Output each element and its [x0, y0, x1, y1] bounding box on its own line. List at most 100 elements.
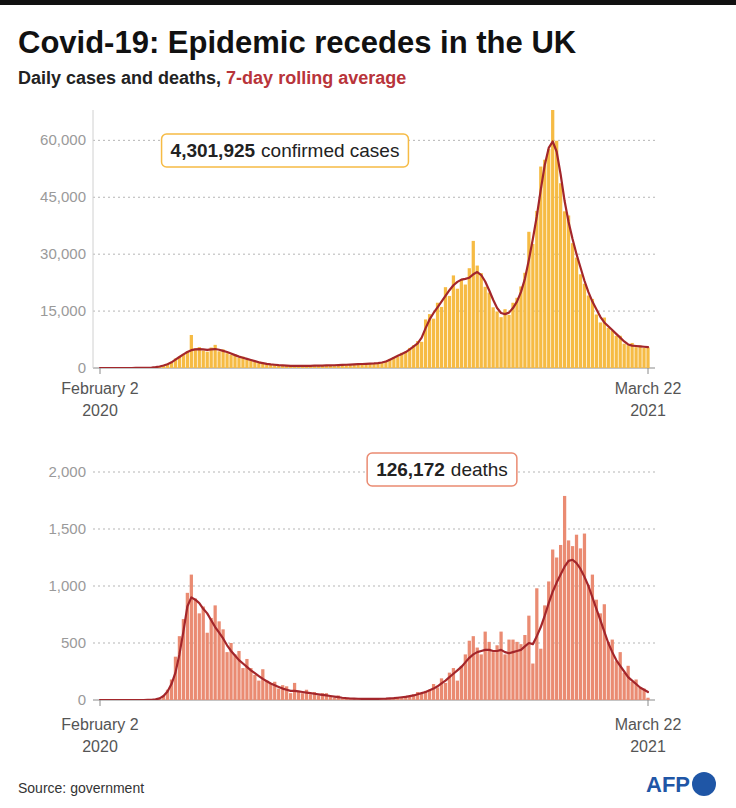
grid-line: [93, 254, 655, 255]
subtitle: Daily cases and deaths,7-day rolling ave…: [18, 68, 406, 88]
y-tick-label: 15,000: [40, 302, 86, 319]
y-axis-line: [93, 110, 94, 368]
bars: [110, 110, 649, 368]
figure: Covid-19: Epidemic recedes in the UK Dail…: [0, 0, 736, 808]
bar: [249, 668, 252, 700]
bar: [591, 299, 594, 368]
bar: [523, 273, 526, 368]
x-tick-label-line: February 2: [61, 380, 138, 397]
y-tick-label: 0: [78, 691, 86, 708]
subtitle-text: Daily cases and deaths,: [18, 68, 221, 88]
bar: [575, 535, 578, 700]
bar: [472, 241, 475, 368]
x-tick: [648, 700, 649, 706]
bar: [214, 605, 217, 700]
bar: [198, 347, 201, 368]
bar: [432, 319, 435, 368]
bar: [551, 110, 554, 368]
chart-0: 015,00030,00045,00060,000February 22020M…: [40, 110, 681, 419]
bar: [492, 307, 495, 368]
bar: [460, 666, 463, 700]
y-tick-label: 500: [61, 634, 86, 651]
bar: [412, 345, 415, 368]
bar: [619, 336, 622, 368]
bar: [495, 311, 498, 368]
y-tick-label: 1,500: [48, 520, 86, 537]
bar: [519, 286, 522, 368]
bar: [627, 345, 630, 368]
bar: [333, 698, 336, 700]
subtitle-highlight: 7-day rolling average: [226, 68, 406, 88]
bar: [575, 258, 578, 368]
bar: [555, 141, 558, 368]
annotation: 126,172 deaths: [367, 453, 517, 486]
bar: [559, 183, 562, 368]
bar: [237, 358, 240, 368]
bar: [198, 613, 201, 700]
bar: [543, 160, 546, 368]
x-tick-label: March 222021: [615, 716, 682, 755]
bar: [297, 692, 300, 700]
bar: [619, 652, 622, 700]
x-tick-label-line: February 2: [61, 716, 138, 733]
annotation-caption: deaths: [451, 459, 508, 480]
annotation-caption: confirmed cases: [261, 140, 399, 161]
grid-line: [93, 197, 655, 198]
title: Covid-19: Epidemic recedes in the UK: [18, 25, 577, 60]
bar: [535, 588, 538, 700]
bar: [380, 363, 383, 368]
bar: [456, 289, 459, 368]
x-tick-label-line: March 22: [615, 380, 682, 397]
bar: [563, 211, 566, 368]
bar: [599, 322, 602, 368]
bar: [404, 352, 407, 368]
y-tick-label: 1,000: [48, 577, 86, 594]
bar: [603, 604, 606, 700]
x-tick-label: March 22 2021: [615, 380, 682, 419]
bar: [253, 362, 256, 368]
bar: [229, 355, 232, 368]
bar: [436, 687, 439, 700]
bar: [253, 675, 256, 700]
bar: [396, 357, 399, 368]
grid-line: [93, 311, 655, 312]
bar: [265, 681, 268, 700]
bar: [225, 652, 228, 700]
bar: [531, 244, 534, 368]
bars: [142, 496, 650, 700]
bar: [468, 268, 471, 368]
bar: [607, 328, 610, 368]
bar: [452, 275, 455, 368]
bar: [595, 315, 598, 368]
bar: [511, 640, 514, 700]
bar: [499, 317, 502, 368]
bar: [583, 284, 586, 368]
bar: [646, 698, 649, 700]
bar: [551, 550, 554, 700]
bar: [480, 273, 483, 368]
bar: [301, 693, 304, 700]
grid-line: [93, 643, 655, 644]
bar: [535, 211, 538, 368]
annotation-box: [367, 453, 517, 486]
plot-area: [100, 496, 650, 700]
annotation-text: 126,172 deaths: [376, 459, 508, 480]
annotation: 4,301,925confirmed cases: [162, 134, 409, 167]
source: Source: government: [18, 780, 144, 796]
bar: [488, 292, 491, 368]
bar: [190, 575, 193, 700]
bar: [607, 642, 610, 700]
plot-area: [100, 110, 650, 368]
bar: [587, 296, 590, 368]
bar: [480, 654, 483, 700]
bar: [615, 661, 618, 700]
annotation-label: 126,172: [376, 459, 445, 480]
bar: [317, 695, 320, 700]
y-tick-label: 30,000: [40, 245, 86, 262]
x-tick-label-line: 2021: [630, 402, 666, 419]
bar: [539, 649, 542, 700]
x-tick-label-line: 2020: [82, 402, 118, 419]
bar: [511, 303, 514, 368]
bar: [460, 280, 463, 368]
annotation-text: 4,301,925confirmed cases: [171, 140, 400, 161]
